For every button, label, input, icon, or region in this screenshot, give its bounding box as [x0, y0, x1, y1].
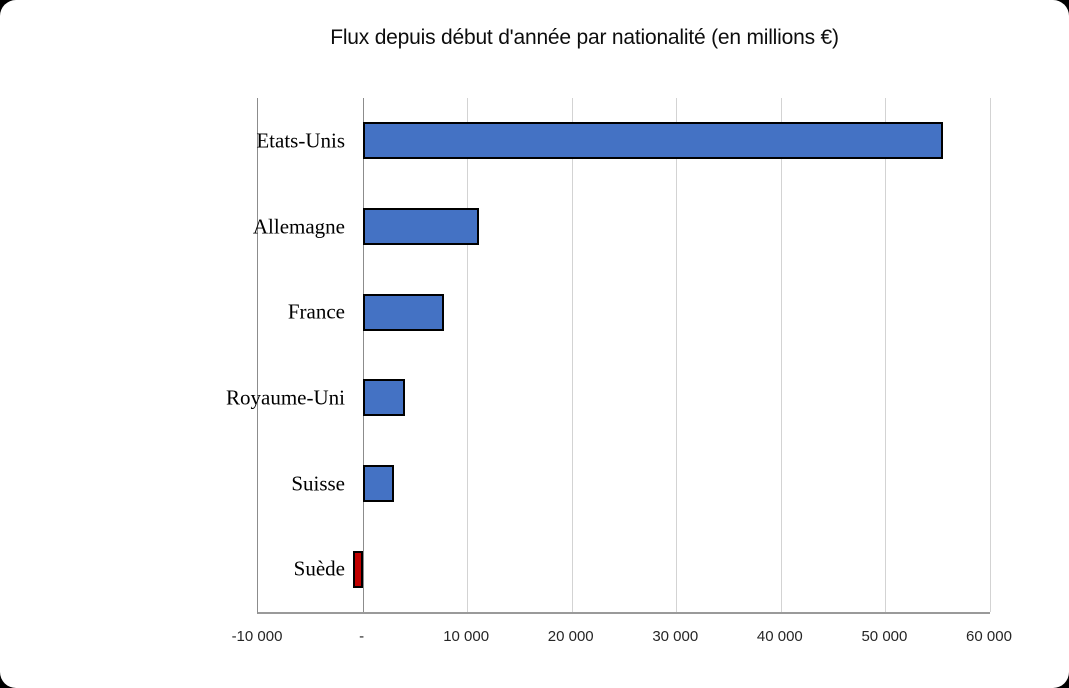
- gridline: [676, 98, 678, 612]
- category-label: Etats-Unis: [256, 128, 345, 153]
- gridline: [990, 98, 991, 612]
- gridline: [571, 98, 573, 612]
- bar: [362, 465, 394, 502]
- zero-axis-line: [362, 98, 364, 612]
- bar: [362, 293, 445, 331]
- category-label: Suède: [293, 556, 345, 581]
- chart-title: Flux depuis début d'année par nationalit…: [330, 26, 839, 49]
- gridline: [467, 98, 469, 612]
- gridline: [780, 98, 782, 612]
- x-tick-label: 60 000: [966, 628, 1012, 645]
- bar: [353, 550, 363, 588]
- category-label: France: [287, 299, 345, 324]
- gridline: [885, 98, 887, 612]
- bar: [362, 379, 406, 417]
- x-tick-label: 40 000: [756, 628, 803, 645]
- x-tick-label: 30 000: [652, 628, 699, 645]
- category-label: Allemagne: [252, 214, 345, 238]
- category-label: Suisse: [291, 471, 345, 495]
- x-tick-label: 10 000: [443, 628, 490, 645]
- x-tick-label: 50 000: [861, 628, 908, 645]
- x-tick-label: -: [359, 628, 365, 645]
- x-tick-label: -10 000: [231, 628, 283, 645]
- bar: [362, 208, 479, 245]
- x-tick-label: 20 000: [547, 628, 594, 645]
- category-label: Royaume-Uni: [226, 385, 345, 410]
- plot-area: [257, 98, 991, 614]
- bar: [362, 122, 943, 160]
